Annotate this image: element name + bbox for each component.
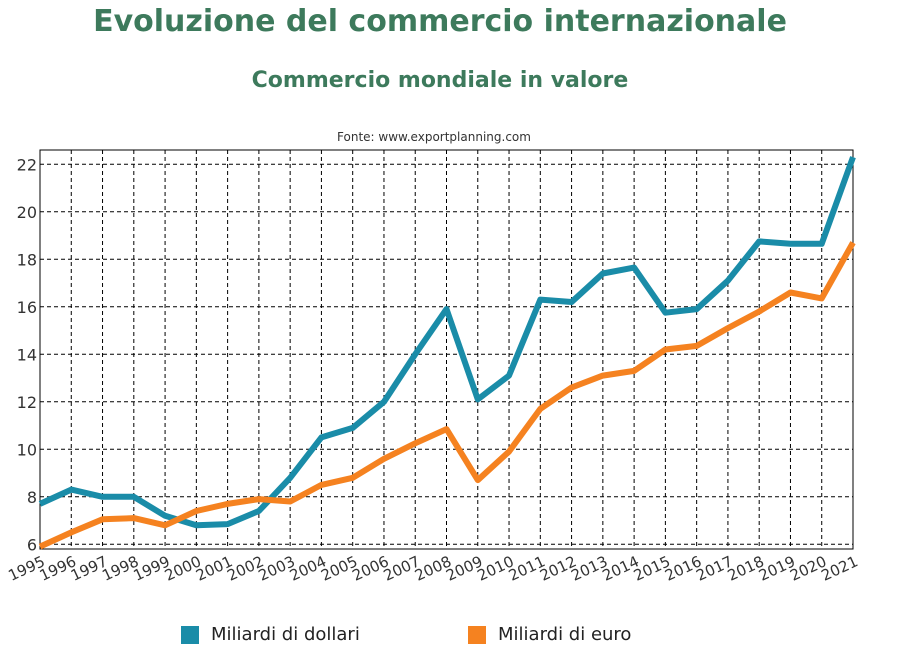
y-tick-label: 8 (27, 488, 37, 507)
y-tick-label: 6 (27, 535, 37, 554)
legend-label-euro: Miliardi di euro (498, 624, 632, 645)
y-tick-label: 12 (17, 393, 37, 412)
y-axis-tick-labels: 6 8 10 12 14 16 18 20 22 (17, 155, 37, 554)
y-tick-label: 14 (17, 345, 37, 364)
y-tick-label: 20 (17, 203, 37, 222)
legend-swatch-dollars (181, 625, 199, 644)
grid-lines (39, 149, 854, 550)
chart-title: Evoluzione del commercio internazionale (93, 4, 787, 39)
legend-item-euro[interactable]: Miliardi di euro (468, 624, 631, 645)
legend-label-dollars: Miliardi di dollari (211, 624, 360, 645)
y-tick-label: 18 (17, 250, 37, 269)
series-line-euro (38, 241, 856, 550)
chart-source-note: Fonte: www.exportplanning.com (337, 130, 531, 144)
y-tick-label: 10 (17, 440, 37, 459)
legend-swatch-euro (468, 625, 486, 644)
x-axis-tick-labels: 1995199619971998199920002001200220032004… (5, 552, 860, 584)
legend-item-dollars[interactable]: Miliardi di dollari (181, 624, 360, 645)
series-lines (38, 156, 856, 550)
y-tick-label: 22 (17, 155, 37, 174)
chart-subtitle: Commercio mondiale in valore (251, 68, 629, 93)
x-tick-label: 2021 (818, 552, 860, 584)
y-tick-label: 16 (17, 298, 37, 317)
